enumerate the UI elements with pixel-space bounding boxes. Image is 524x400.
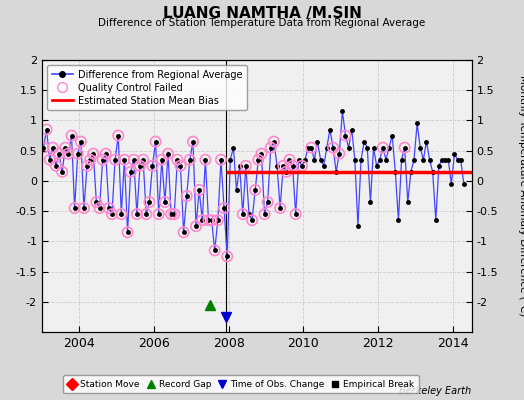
Point <box>111 156 119 163</box>
Point <box>279 162 287 169</box>
Point <box>148 162 157 169</box>
Point <box>251 187 259 193</box>
Point <box>189 138 197 145</box>
Point <box>179 229 188 236</box>
Point <box>238 211 247 217</box>
Point <box>158 156 166 163</box>
Point <box>83 162 91 169</box>
Point <box>70 205 79 211</box>
Point <box>164 150 172 157</box>
Point <box>114 132 123 139</box>
Point <box>211 247 219 254</box>
Point <box>117 211 126 217</box>
Point <box>329 144 337 151</box>
Point <box>298 162 306 169</box>
Point <box>170 211 179 217</box>
Point <box>136 162 144 169</box>
Point <box>151 138 160 145</box>
Text: Berkeley Earth: Berkeley Earth <box>399 386 472 396</box>
Point <box>176 162 184 169</box>
Point <box>198 217 206 223</box>
Point <box>288 162 297 169</box>
Point <box>220 205 228 211</box>
Point <box>92 199 101 205</box>
Point <box>139 156 147 163</box>
Point <box>264 199 272 205</box>
Point <box>123 229 132 236</box>
Point <box>400 144 409 151</box>
Point <box>126 169 135 175</box>
Point <box>39 144 48 151</box>
Point <box>182 193 191 199</box>
Point <box>192 223 200 230</box>
Point <box>285 156 293 163</box>
Point <box>49 144 57 151</box>
Point <box>195 187 203 193</box>
Point <box>223 253 232 260</box>
Text: LUANG NAMTHA /M.SIN: LUANG NAMTHA /M.SIN <box>162 6 362 21</box>
Point <box>242 162 250 169</box>
Point <box>155 211 163 217</box>
Point <box>52 162 60 169</box>
Point <box>204 217 213 223</box>
Point <box>276 205 285 211</box>
Point <box>61 144 70 151</box>
Point <box>133 211 141 217</box>
Point <box>102 150 110 157</box>
Point <box>270 138 278 145</box>
Point <box>217 156 225 163</box>
Point <box>167 211 176 217</box>
Point <box>282 169 290 175</box>
Point <box>307 144 315 151</box>
Point <box>58 169 67 175</box>
Point <box>335 150 343 157</box>
Point <box>248 217 256 223</box>
Point <box>379 144 387 151</box>
Point <box>208 217 216 223</box>
Point <box>89 150 97 157</box>
Point <box>73 150 82 157</box>
Point <box>291 211 300 217</box>
Point <box>55 150 63 157</box>
Point <box>260 211 269 217</box>
Point <box>214 217 222 223</box>
Point <box>108 211 116 217</box>
Point <box>120 156 128 163</box>
Point <box>161 199 169 205</box>
Point <box>173 156 181 163</box>
Point <box>341 132 350 139</box>
Point <box>145 199 154 205</box>
Point <box>77 138 85 145</box>
Point <box>201 156 210 163</box>
Point <box>99 156 107 163</box>
Point <box>185 156 194 163</box>
Point <box>42 126 51 133</box>
Point <box>142 211 150 217</box>
Point <box>46 156 54 163</box>
Legend: Difference from Regional Average, Quality Control Failed, Estimated Station Mean: Difference from Regional Average, Qualit… <box>47 65 247 110</box>
Point <box>105 205 113 211</box>
Point <box>80 205 88 211</box>
Point <box>64 150 72 157</box>
Point <box>86 156 94 163</box>
Point <box>67 132 75 139</box>
Text: Difference of Station Temperature Data from Regional Average: Difference of Station Temperature Data f… <box>99 18 425 28</box>
Point <box>257 150 266 157</box>
Y-axis label: Monthly Temperature Anomaly Difference (°C): Monthly Temperature Anomaly Difference (… <box>518 75 524 317</box>
Point <box>95 205 104 211</box>
Point <box>267 144 275 151</box>
Legend: Station Move, Record Gap, Time of Obs. Change, Empirical Break: Station Move, Record Gap, Time of Obs. C… <box>63 376 419 394</box>
Point <box>129 156 138 163</box>
Point <box>254 156 263 163</box>
